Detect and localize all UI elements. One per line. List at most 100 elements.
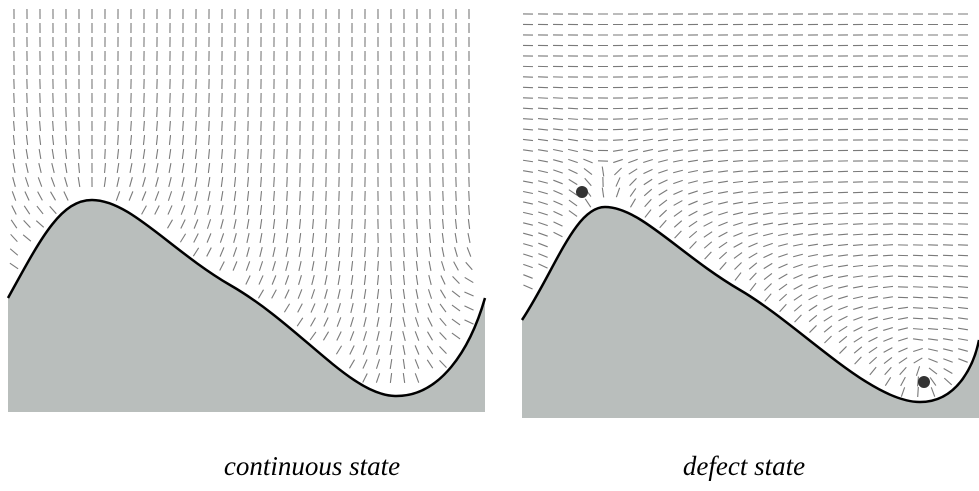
director [439, 317, 447, 327]
director [883, 316, 893, 321]
director [154, 191, 160, 201]
director [868, 306, 878, 310]
director [220, 176, 224, 188]
director [822, 212, 834, 215]
director [942, 275, 954, 278]
substrate [522, 207, 979, 418]
director [155, 148, 159, 160]
director [884, 366, 892, 376]
director [464, 319, 474, 325]
director [155, 134, 159, 146]
director [687, 138, 699, 142]
director [78, 148, 80, 160]
director [415, 274, 419, 286]
director [792, 212, 804, 215]
director [747, 160, 759, 162]
director [192, 247, 200, 257]
director [441, 246, 445, 258]
director [627, 118, 639, 120]
director [657, 138, 669, 142]
director [439, 303, 447, 313]
director [258, 275, 264, 285]
director [246, 218, 250, 230]
director [10, 219, 18, 229]
director [416, 232, 418, 244]
director [853, 326, 863, 332]
director [568, 189, 578, 196]
director [427, 303, 433, 313]
director [284, 289, 290, 299]
director [718, 221, 728, 227]
director [748, 222, 758, 226]
director [351, 218, 353, 230]
director [37, 191, 43, 201]
director [246, 190, 250, 202]
director [207, 205, 211, 215]
director [912, 307, 924, 309]
director [77, 176, 81, 188]
director [928, 348, 938, 352]
director [852, 264, 864, 268]
director [777, 222, 789, 226]
director [403, 232, 405, 244]
director [898, 357, 908, 364]
director [259, 232, 263, 244]
director [583, 158, 593, 164]
director [673, 220, 683, 228]
director [348, 359, 356, 369]
director [823, 274, 833, 279]
director [957, 327, 969, 331]
director [284, 275, 290, 285]
director [553, 169, 563, 174]
director [643, 178, 653, 186]
director [703, 231, 713, 238]
director [537, 128, 549, 131]
director [943, 368, 953, 374]
director [415, 246, 419, 258]
director [764, 293, 772, 302]
director [233, 204, 237, 216]
director [311, 275, 315, 285]
director [658, 179, 668, 185]
director [689, 240, 697, 250]
director [778, 263, 788, 269]
director [167, 191, 173, 201]
director [717, 139, 729, 141]
director [687, 149, 699, 152]
director [643, 168, 653, 175]
director [853, 295, 863, 300]
director [807, 233, 819, 236]
director [538, 263, 548, 269]
director [115, 191, 121, 201]
director [467, 232, 471, 244]
director [642, 107, 654, 110]
director [65, 120, 67, 132]
director [377, 260, 379, 272]
director [389, 302, 393, 314]
director [807, 202, 819, 204]
director [657, 128, 669, 131]
director [868, 326, 878, 332]
director [64, 162, 68, 174]
director [220, 190, 224, 202]
director [364, 246, 366, 258]
director [142, 162, 146, 174]
director [522, 159, 534, 163]
director [900, 376, 906, 387]
director [838, 295, 848, 300]
director [323, 317, 329, 327]
director [957, 338, 969, 341]
director [389, 288, 393, 300]
director [747, 201, 759, 205]
director [868, 316, 878, 321]
director [208, 120, 210, 132]
director [272, 261, 276, 271]
director [402, 302, 406, 314]
director [538, 253, 548, 258]
director [882, 285, 894, 289]
director [601, 166, 605, 177]
director [912, 317, 924, 320]
director [852, 254, 864, 257]
director [363, 302, 367, 314]
director [415, 288, 419, 300]
